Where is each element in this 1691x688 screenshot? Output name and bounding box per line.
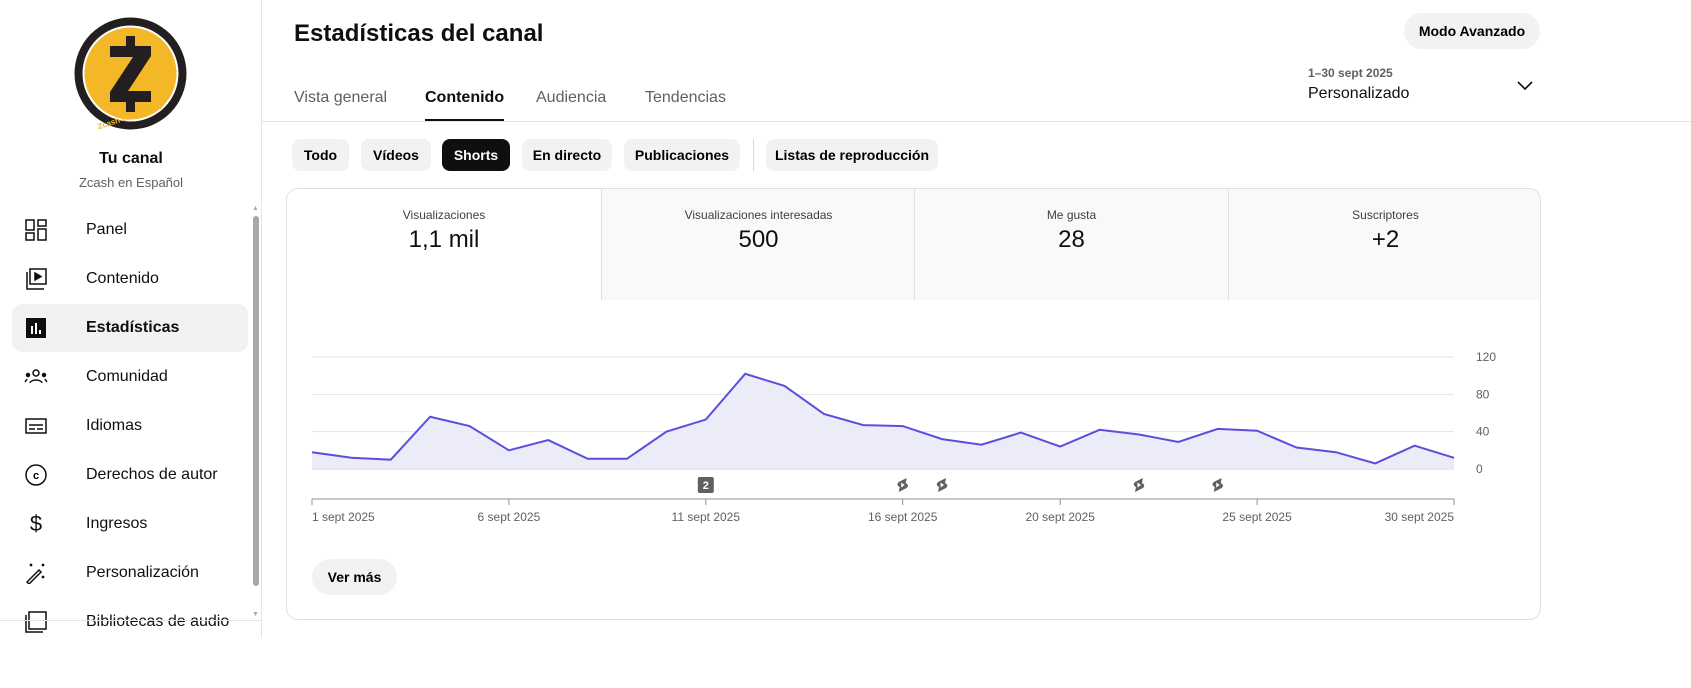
chip-live[interactable]: En directo (522, 139, 612, 171)
dollar-icon: $ (29, 511, 43, 536)
page-title: Estadísticas del canal (294, 20, 544, 47)
x-tick-label: 25 sept 2025 (1222, 510, 1292, 524)
sidebar-item-label: Derechos de autor (86, 466, 218, 483)
sidebar-item-analytics[interactable]: Estadísticas (12, 304, 248, 352)
sidebar-item-panel[interactable]: Panel (12, 206, 248, 254)
scroll-down-arrow[interactable]: ▼ (252, 611, 259, 618)
series-line (311, 372, 1455, 465)
y-tick-label: 0 (1476, 462, 1483, 476)
analytics-icon (24, 316, 48, 340)
svg-text:c: c (33, 470, 39, 482)
metric-label: Visualizaciones (402, 208, 486, 222)
subtitles-icon (24, 414, 48, 438)
channel-name: Zcash en Español (78, 175, 184, 190)
content-icon (24, 267, 48, 291)
y-tick-label: 120 (1476, 350, 1496, 364)
metric-label: Visualizaciones interesadas (684, 208, 833, 222)
metric-label: Suscriptores (1352, 208, 1419, 222)
sidebar-item-label: Contenido (86, 270, 159, 287)
date-range[interactable]: 1–30 sept 2025 (1308, 66, 1393, 80)
metric-value: 1,1 mil (408, 226, 480, 253)
upload-count-label: 2 (703, 480, 709, 492)
metric-likes[interactable]: Me gusta 28 (914, 189, 1228, 300)
sidebar-scrollbar[interactable] (253, 216, 259, 586)
sidebar: Zcash en español Tu canal Zcash en Españ… (0, 0, 262, 638)
y-tick-label: 40 (1476, 425, 1490, 439)
sidebar-item-label: Comunidad (86, 368, 168, 385)
tab-overview[interactable]: Vista general (294, 89, 388, 106)
tab-trends[interactable]: Tendencias (645, 89, 726, 106)
metric-views[interactable]: Visualizaciones 1,1 mil (287, 189, 601, 300)
y-tick-label: 80 (1476, 387, 1490, 401)
sidebar-item-label: Ingresos (86, 515, 148, 532)
advanced-mode-button[interactable]: Modo Avanzado (1404, 13, 1540, 49)
audio-library-icon (24, 610, 48, 634)
see-more-button[interactable]: Ver más (312, 559, 397, 595)
channel-avatar[interactable]: Zcash en español (73, 16, 188, 131)
community-icon (24, 365, 48, 389)
metric-value: 500 (738, 226, 779, 253)
x-tick-label: 16 sept 2025 (868, 510, 938, 524)
area-fill (312, 373, 1454, 469)
chip-playlists[interactable]: Listas de reproducción (766, 139, 938, 171)
x-tick-label: 20 sept 2025 (1026, 510, 1096, 524)
sidebar-item-earn[interactable]: $ Ingresos (12, 500, 248, 548)
scroll-up-arrow[interactable]: ▲ (252, 205, 259, 212)
metric-value: 28 (1058, 226, 1085, 253)
date-mode[interactable]: Personalizado (1308, 85, 1410, 102)
chip-posts[interactable]: Publicaciones (624, 139, 740, 171)
stats-card: Visualizaciones 1,1 mil Visualizaciones … (286, 188, 1541, 620)
tab-audience[interactable]: Audiencia (536, 89, 607, 106)
x-tick-label: 6 sept 2025 (478, 510, 541, 524)
chip-shorts[interactable]: Shorts (442, 139, 510, 171)
tab-content[interactable]: Contenido (425, 89, 505, 121)
sidebar-item-label: Idiomas (86, 417, 143, 434)
sidebar-item-customization[interactable]: Personalización (12, 549, 248, 597)
divider (753, 139, 754, 171)
copyright-icon: c (24, 463, 48, 487)
metric-value: +2 (1371, 226, 1400, 253)
chevron-down-icon[interactable] (1516, 78, 1534, 92)
chip-videos[interactable]: Vídeos (361, 139, 431, 171)
sidebar-item-label: Panel (86, 221, 127, 238)
metric-label: Me gusta (1046, 208, 1097, 222)
magic-wand-icon (24, 561, 48, 585)
sidebar-item-languages[interactable]: Idiomas (12, 402, 248, 450)
shorts-play-glyph (1216, 482, 1220, 488)
sidebar-item-label: Bibliotecas de audio (86, 613, 230, 630)
divider (262, 121, 1691, 122)
sidebar-item-copyright[interactable]: c Derechos de autor (12, 451, 248, 499)
x-tick-label: 1 sept 2025 (312, 510, 375, 524)
shorts-play-glyph (901, 482, 905, 488)
channel-title: Tu canal (99, 150, 163, 167)
metric-engaged-views[interactable]: Visualizaciones interesadas 500 (601, 189, 915, 300)
sidebar-item-label: Estadísticas (86, 319, 180, 336)
x-tick-label: 30 sept 2025 (1385, 510, 1455, 524)
views-chart: 0 40 80 120 1 sept 2025 6 sept 2025 11 sept 20… (311, 350, 1496, 524)
dashboard-icon (24, 218, 48, 242)
sidebar-item-content[interactable]: Contenido (12, 255, 248, 303)
divider (0, 620, 261, 621)
sidebar-item-community[interactable]: Comunidad (12, 353, 248, 401)
shorts-play-glyph (1137, 482, 1141, 488)
chip-all[interactable]: Todo (292, 139, 349, 171)
shorts-play-glyph (940, 482, 945, 488)
metric-subscribers[interactable]: Suscriptores +2 (1228, 189, 1540, 300)
sidebar-item-label: Personalización (86, 564, 199, 581)
x-tick-label: 11 sept 2025 (672, 510, 741, 524)
upload-count-marker (697, 477, 714, 493)
sidebar-item-audio-library[interactable]: Bibliotecas de audio (12, 598, 248, 638)
